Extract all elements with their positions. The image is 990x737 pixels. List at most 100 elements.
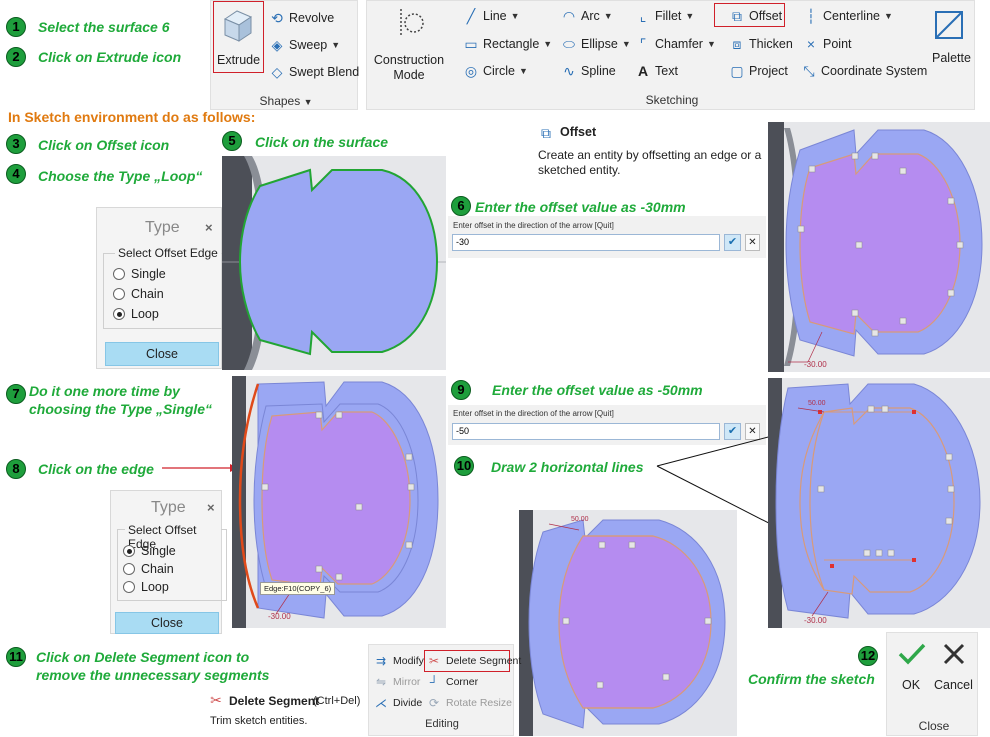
surface-view[interactable]	[222, 156, 446, 370]
step-6-badge: 6	[451, 196, 471, 216]
radio-chain[interactable]: Chain	[113, 287, 164, 301]
centerline-button[interactable]: ┆ Centerline ▼	[803, 9, 893, 23]
cancel-button[interactable]: Cancel	[934, 678, 973, 692]
mirror-button[interactable]: ⇋ Mirror	[373, 675, 420, 689]
rectangle-button[interactable]: ▭ Rectangle ▼	[463, 37, 552, 51]
radio-loop-dot[interactable]	[113, 308, 125, 320]
offset-prompt-1-accept-icon[interactable]: ✔	[724, 234, 741, 251]
radio-single-2-label: Single	[141, 544, 176, 558]
offset-prompt-2-accept-icon[interactable]: ✔	[724, 423, 741, 440]
arc-icon: ◠	[562, 8, 576, 24]
dim-50-label-2: 50.00	[571, 516, 589, 523]
step-6-text: Enter the offset value as -30mm	[475, 199, 686, 215]
type-dialog-close-icon[interactable]: ×	[205, 220, 213, 235]
sweep-button[interactable]: ◈ Sweep ▼	[269, 38, 341, 52]
radio-single-dot[interactable]	[113, 268, 125, 280]
type-dialog-2-close-button[interactable]: Close	[115, 612, 219, 634]
shapes-group-label[interactable]: Shapes ▼	[251, 94, 321, 108]
palette-icon[interactable]	[933, 9, 965, 41]
fillet-icon: ⌞	[639, 8, 647, 24]
type-dialog-close-button[interactable]: Close	[105, 342, 219, 366]
step-7-text-2: choosing the Type „Single“	[29, 401, 213, 417]
step-9-badge: 9	[451, 380, 471, 400]
offset-prompt-1-input[interactable]: -30	[452, 234, 720, 251]
radio-single[interactable]: Single	[113, 267, 166, 281]
spline-button[interactable]: ∿ Spline	[561, 64, 616, 78]
radio-single-label: Single	[131, 267, 166, 281]
circle-caret-icon: ▼	[518, 66, 528, 76]
delete-segment-label: Delete Segment	[446, 655, 522, 667]
radio-loop[interactable]: Loop	[113, 307, 159, 321]
construction-mode-icon[interactable]	[395, 7, 425, 39]
offset-prompt-1: Enter offset in the direction of the arr…	[448, 216, 766, 258]
step-12-text: Confirm the sketch	[748, 671, 875, 687]
sweep-caret-icon[interactable]: ▼	[331, 40, 341, 50]
cancel-x-icon[interactable]	[941, 641, 967, 667]
fillet-button[interactable]: ⌞ Fillet ▼	[635, 8, 695, 24]
sketching-group: Construction Mode ╱ Line ▼ ◠ Arc ▼ ⌞ Fillet ▼ ⧉…	[366, 0, 975, 110]
dim-30-label-3: -30.00	[804, 616, 827, 625]
delete-segment-button[interactable]: ✂ Delete Segment	[426, 654, 521, 668]
step-11-badge: 11	[6, 647, 26, 667]
construction-mode-button[interactable]: Construction Mode	[369, 53, 449, 83]
ellipse-caret-icon: ▼	[621, 39, 631, 49]
ok-button[interactable]: OK	[902, 678, 921, 692]
radio-chain-2[interactable]: Chain	[123, 562, 174, 576]
rotate-resize-button[interactable]: ⟳ Rotate Resize	[426, 696, 512, 710]
step-12-badge: 12	[858, 646, 878, 666]
divide-button[interactable]: ⋌ Divide	[373, 696, 422, 710]
radio-loop-2-dot[interactable]	[123, 581, 135, 593]
radio-chain-dot[interactable]	[113, 288, 125, 300]
type-dialog-2-close-icon[interactable]: ×	[207, 500, 215, 515]
swept-blend-button[interactable]: ◇ Swept Blend	[269, 65, 360, 79]
offset-highlight	[714, 3, 785, 27]
sketch-heading: In Sketch environment do as follows:	[8, 109, 256, 125]
chamfer-button[interactable]: ⌜ Chamfer ▼	[635, 37, 716, 51]
radio-loop-2[interactable]: Loop	[123, 580, 169, 594]
project-button[interactable]: ▢ Project	[729, 64, 788, 78]
coordinate-system-button[interactable]: ⤡ Coordinate System	[801, 64, 927, 78]
step-10-badge: 10	[454, 456, 474, 476]
corner-icon: ┘	[429, 675, 439, 689]
edge-select-view[interactable]: Edge:F10(COPY_6) -30.00	[232, 376, 446, 628]
fillet-label: Fillet	[655, 9, 682, 23]
thicken-icon: ⧈	[732, 36, 742, 52]
surface-6-shape[interactable]	[238, 168, 439, 356]
extrude-button[interactable]: Extrude	[217, 53, 261, 67]
delete-segment-tooltip-desc: Trim sketch entities.	[210, 715, 308, 727]
point-button[interactable]: × Point	[803, 37, 852, 51]
radio-chain-2-dot[interactable]	[123, 563, 135, 575]
ok-check-icon[interactable]	[897, 641, 927, 667]
offset-edge-legend: Select Offset Edge	[115, 246, 221, 260]
part-edge-strip	[519, 510, 533, 736]
line-button[interactable]: ╱ Line ▼	[463, 9, 520, 23]
thicken-button[interactable]: ⧈ Thicken	[729, 37, 793, 51]
radio-single-2[interactable]: Single	[123, 544, 176, 558]
offset-prompt-1-cancel-icon[interactable]: ✕	[745, 234, 760, 251]
offset-button[interactable]: ⧉ Offset	[729, 9, 782, 23]
selected-edge[interactable]	[238, 383, 260, 609]
extrude-icon[interactable]	[221, 7, 255, 43]
arc-button[interactable]: ◠ Arc ▼	[561, 9, 613, 23]
text-button[interactable]: A Text	[635, 64, 678, 78]
palette-button[interactable]: Palette	[932, 51, 971, 65]
corner-button[interactable]: ┘ Corner	[426, 675, 478, 689]
step-5-text: Click on the surface	[255, 134, 389, 150]
construction-label-2: Mode	[393, 68, 425, 82]
centerline-label: Centerline	[823, 9, 880, 23]
delete-segment-tooltip-shortcut: (Ctrl+Del)	[313, 695, 361, 707]
offset-prompt-2-cancel-icon[interactable]: ✕	[745, 423, 760, 440]
trimmed-profile	[558, 535, 712, 709]
radio-single-2-dot[interactable]	[123, 545, 135, 557]
corner-label: Corner	[446, 676, 479, 688]
line-label: Line	[483, 9, 507, 23]
offset-prompt-2-input[interactable]: -50	[452, 423, 720, 440]
offset-result-view-2: 50.00 -30.00	[768, 378, 990, 628]
revolve-button[interactable]: ⟲ Revolve	[269, 11, 334, 25]
constraint-markers	[797, 152, 964, 337]
ellipse-button[interactable]: ⬭ Ellipse ▼	[561, 37, 631, 51]
circle-button[interactable]: ◎ Circle ▼	[463, 64, 528, 78]
divide-icon: ⋌	[375, 696, 387, 710]
modify-button[interactable]: ⇉ Modify	[373, 654, 424, 668]
